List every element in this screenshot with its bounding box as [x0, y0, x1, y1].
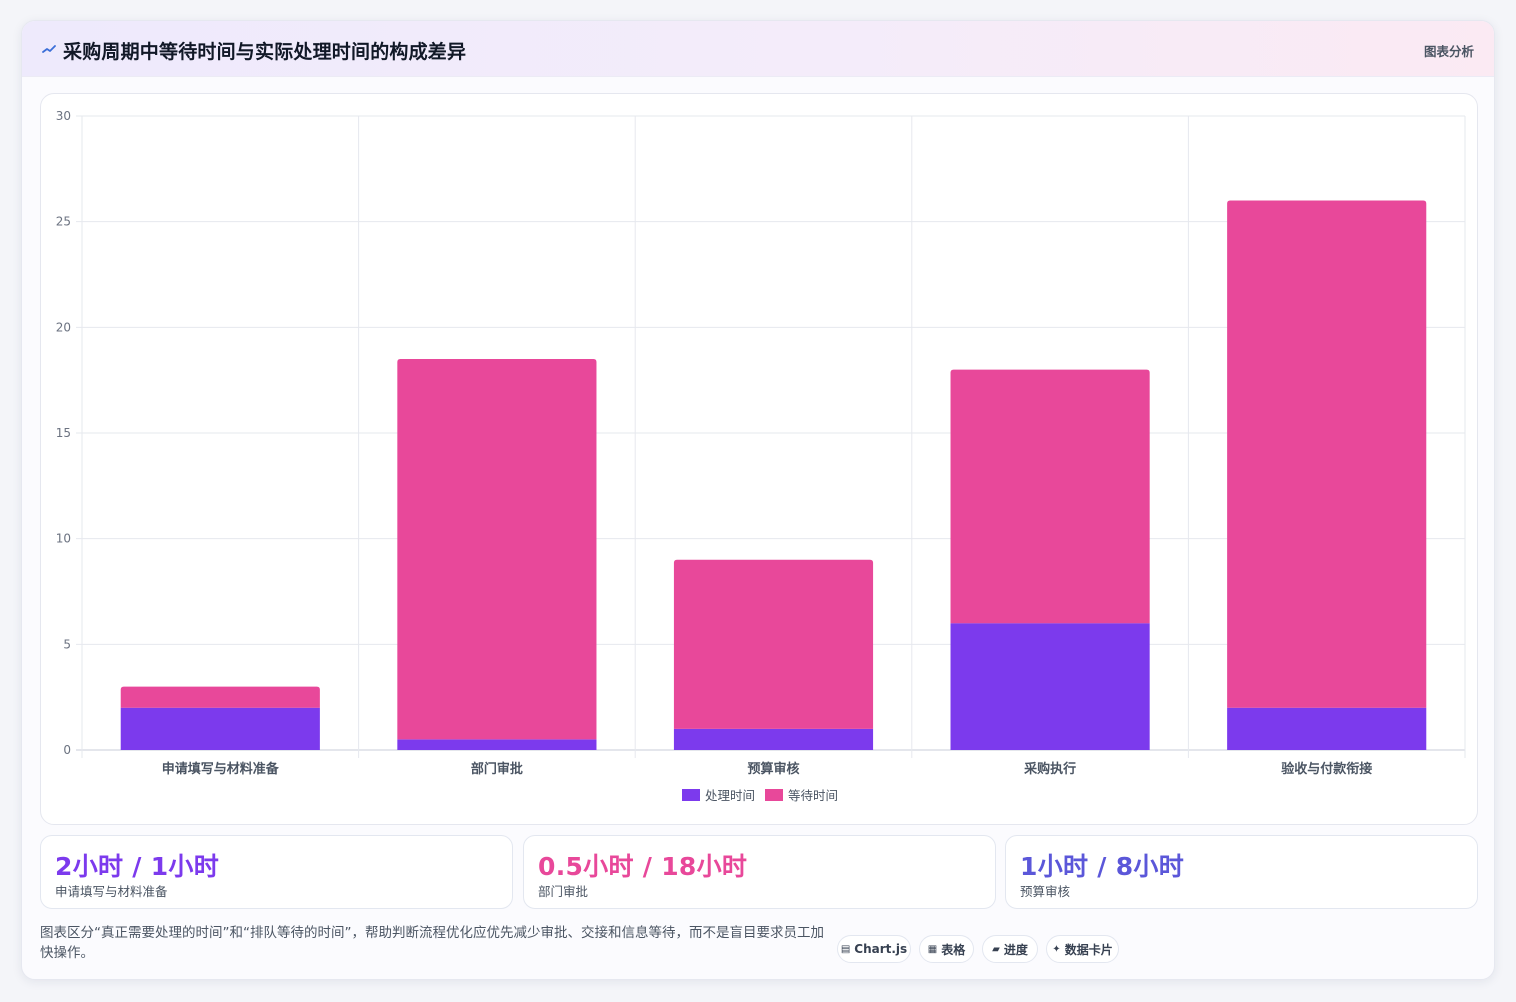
chart-card: 采购周期中等待时间与实际处理时间的构成差异 图表分析 0 5 10 15 20 25 30 申… — [21, 20, 1495, 980]
x-tick-label: 验收与付款衔接 — [1281, 761, 1372, 777]
chip-chartjs[interactable]: ▤ Chart.js — [837, 935, 911, 963]
bar-segment — [120, 707, 320, 750]
bar-segment — [1227, 707, 1427, 750]
y-tick-label: 20 — [56, 320, 71, 334]
chip-label: Chart.js — [854, 942, 908, 956]
kpi-label: 预算审核 — [1020, 884, 1071, 899]
y-tick-label: 0 — [63, 743, 71, 757]
chart-analysis-tag: 图表分析 — [1423, 44, 1474, 59]
y-tick-label: 30 — [56, 109, 71, 123]
kpi-label: 申请填写与材料准备 — [55, 884, 168, 899]
progress-icon: ▰ — [992, 943, 1000, 955]
x-tick-label: 申请填写与材料准备 — [162, 761, 280, 777]
bar-segment — [950, 369, 1150, 624]
card-header: 采购周期中等待时间与实际处理时间的构成差异 图表分析 — [22, 21, 1494, 77]
kpi-row: 2小时 / 1小时 申请填写与材料准备 0.5小时 / 18小时 部门审批 1小… — [40, 835, 1478, 909]
trend-line-icon — [42, 45, 56, 53]
kpi-value: 2小时 / 1小时 — [55, 852, 220, 881]
stacked-bar-chart: 0 5 10 15 20 25 30 申请填写与材料准备 部门审批 预算审核 采购执行 验收与付款衔接… — [56, 109, 1466, 803]
bar-segment — [950, 623, 1150, 750]
chip-label: 进度 — [1003, 942, 1028, 957]
legend-swatch — [765, 789, 783, 801]
kpi-card: 2小时 / 1小时 申请填写与材料准备 — [40, 835, 513, 909]
x-tick-label: 采购执行 — [1023, 761, 1076, 777]
x-tick-label: 部门审批 — [471, 761, 523, 777]
chart-icon: ▤ — [840, 943, 851, 955]
chip-progress[interactable]: ▰ 进度 — [982, 935, 1038, 963]
y-tick-label: 5 — [63, 637, 71, 651]
bar-segment — [397, 739, 597, 750]
sparkle-icon: ✦ — [1052, 943, 1061, 955]
bar-segment — [397, 359, 597, 740]
y-tick-label: 15 — [56, 426, 71, 440]
chart-footnote: 图表区分“真正需要处理的时间”和“排队等待的时间”，帮助判断流程优化应优先减少审… — [40, 925, 824, 961]
chip-label: 数据卡片 — [1064, 942, 1113, 957]
legend-swatch — [682, 789, 700, 801]
chip-data-card[interactable]: ✦ 数据卡片 — [1046, 935, 1119, 963]
table-icon: ▦ — [927, 943, 938, 955]
y-tick-label: 25 — [56, 215, 71, 229]
kpi-value: 1小时 / 8小时 — [1020, 852, 1185, 881]
kpi-card: 1小时 / 8小时 预算审核 — [1005, 835, 1478, 909]
kpi-value: 0.5小时 / 18小时 — [538, 852, 748, 881]
bar-segment — [1227, 200, 1427, 708]
y-tick-label: 10 — [56, 532, 71, 546]
legend-label: 等待时间 — [788, 788, 838, 803]
bar-segment — [673, 728, 874, 750]
chip-label: 表格 — [941, 942, 966, 957]
chart-title: 采购周期中等待时间与实际处理时间的构成差异 — [63, 41, 467, 63]
kpi-card: 0.5小时 / 18小时 部门审批 — [523, 835, 996, 909]
chip-table[interactable]: ▦ 表格 — [919, 935, 974, 963]
x-tick-label: 预算审核 — [747, 761, 799, 777]
bar-segment — [673, 559, 874, 729]
chart-panel: 0 5 10 15 20 25 30 申请填写与材料准备 部门审批 预算审核 采购执行 验收与付款衔接… — [40, 93, 1478, 825]
kpi-label: 部门审批 — [538, 884, 589, 899]
bar-segment — [120, 686, 320, 708]
legend-label: 处理时间 — [705, 788, 755, 803]
